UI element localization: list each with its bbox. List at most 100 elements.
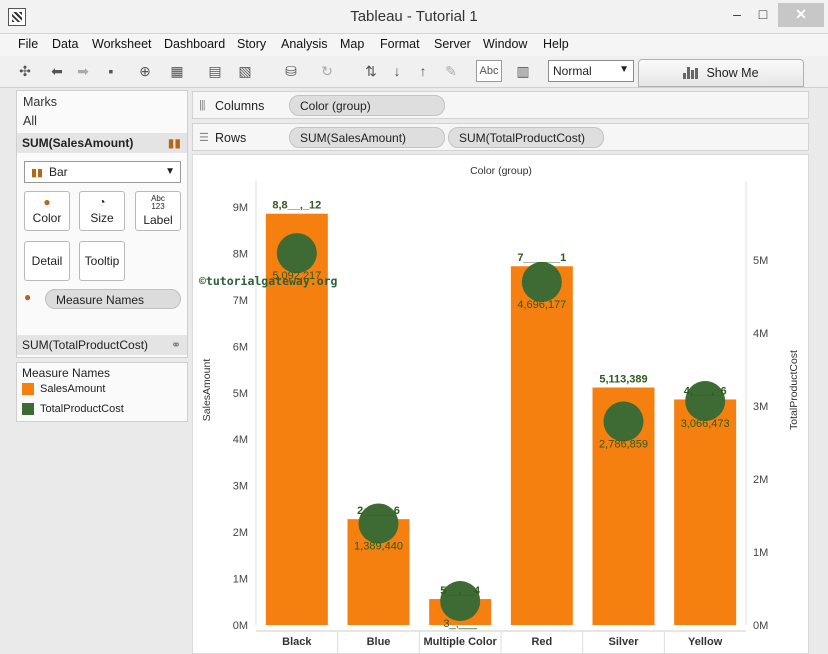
menu-story[interactable]: Story xyxy=(237,37,267,51)
show-me-button[interactable]: Show Me xyxy=(638,59,804,87)
circle-totalproductcost xyxy=(521,262,562,303)
bar-chart-icon xyxy=(683,67,699,79)
menu-file[interactable]: File xyxy=(18,37,39,51)
columns-pill-color-group[interactable]: Color (group) xyxy=(289,95,445,116)
tooltip-card-label: Tooltip xyxy=(84,254,120,268)
chart-area: Color (group) 0M 1M 2M 3M 4M 5M 6M 7M 8M 9M 0M 1M 2M 3… xyxy=(192,154,809,654)
x-tick-label: Silver xyxy=(609,636,640,648)
bar-salesamount xyxy=(265,213,328,625)
pause-updates-icon[interactable]: ⛁ xyxy=(285,62,297,79)
color-palette-icon: ● xyxy=(24,290,32,304)
cost-data-label: 1,389,440 xyxy=(354,541,403,553)
title-bar: Tableau - Tutorial 1 – □ ✕ xyxy=(0,0,828,34)
circle-totalproductcost xyxy=(440,581,481,622)
chart-svg: Color (group) 0M 1M 2M 3M 4M 5M 6M 7M 8M 9M 0M 1M 2M 3… xyxy=(201,165,800,654)
marks-card-cost[interactable]: SUM(TotalProductCost) ⚭ xyxy=(17,335,187,355)
x-tick-label: Black xyxy=(282,636,312,648)
toolbar: ✣ ⬅ ➡ ▪ ⊕ ▦ ▤ ▧ ⛁ ↻ ⇅ ↓ ↑ ✎ Abc ▥ Normal… xyxy=(0,56,828,88)
minimize-button[interactable]: – xyxy=(733,6,741,22)
tooltip-card[interactable]: Tooltip xyxy=(79,241,125,281)
detail-card[interactable]: Detail xyxy=(24,241,70,281)
label-card-label: Label xyxy=(143,213,173,227)
mark-type-value: Bar xyxy=(49,165,68,179)
y-tick-label: 0M xyxy=(233,620,248,632)
color-legend: Measure Names SalesAmount TotalProductCo… xyxy=(16,362,188,422)
undo-icon[interactable]: ⬅ xyxy=(51,62,63,79)
watermark: ©tutorialgateway.org xyxy=(199,274,338,288)
refresh-icon[interactable]: ↻ xyxy=(321,62,333,79)
detail-card-label: Detail xyxy=(31,254,63,268)
measure-names-pill[interactable]: Measure Names xyxy=(45,289,181,309)
y-tick-label: 3M xyxy=(233,481,248,493)
fit-select[interactable]: Normal ▼ xyxy=(548,60,634,82)
menu-data[interactable]: Data xyxy=(52,37,79,51)
new-worksheet-icon[interactable]: ▦ xyxy=(170,62,184,79)
legend-item-sales[interactable]: SalesAmount xyxy=(22,383,105,399)
cost-data-label: 2,786,859 xyxy=(599,438,648,450)
x-tick-label: Blue xyxy=(367,636,391,648)
cost-data-label: 3_,___ xyxy=(443,618,478,630)
view-cards-icon[interactable]: ▥ xyxy=(516,62,530,79)
tableau-logo-icon[interactable]: ✣ xyxy=(19,62,31,79)
chevron-down-icon: ▼ xyxy=(165,166,175,177)
new-data-source-icon[interactable]: ⊕ xyxy=(139,62,151,79)
close-button[interactable]: ✕ xyxy=(778,3,824,27)
sales-data-label: 5__,__4 xyxy=(440,585,481,597)
y2-tick-label: 0M xyxy=(753,620,768,632)
color-palette-icon: ● xyxy=(43,195,51,209)
y2-tick-label: 4M xyxy=(753,328,768,340)
bar-mark-icon: ▮▮ xyxy=(31,167,44,179)
menu-dashboard[interactable]: Dashboard xyxy=(164,37,226,51)
y-tick-label: 6M xyxy=(233,341,248,353)
duplicate-sheet-icon[interactable]: ▤ xyxy=(208,62,222,79)
menu-help[interactable]: Help xyxy=(543,37,569,51)
rows-pill-cost[interactable]: SUM(TotalProductCost) xyxy=(448,127,604,148)
bar-chart-icon: ▮▮ xyxy=(167,136,181,150)
cost-data-label: 4,696,177 xyxy=(517,299,566,311)
clear-sheet-icon[interactable]: ▧ xyxy=(238,62,252,79)
menu-worksheet[interactable]: Worksheet xyxy=(92,37,152,51)
circle-totalproductcost xyxy=(603,401,644,442)
marks-all-tab[interactable]: All xyxy=(23,114,37,128)
columns-shelf: ||| Columns Color (group) xyxy=(192,91,809,119)
bar-salesamount xyxy=(510,266,573,625)
y-axis-title: SalesAmount xyxy=(201,359,213,422)
legend-title: Measure Names xyxy=(22,366,111,380)
menu-format[interactable]: Format xyxy=(380,37,420,51)
menu-bar: File Data Worksheet Dashboard Story Anal… xyxy=(0,34,828,56)
y-tick-label: 7M xyxy=(233,295,248,307)
save-icon[interactable]: ▪ xyxy=(108,63,114,79)
y2-tick-label: 3M xyxy=(753,401,768,413)
marks-pane: Marks All SUM(SalesAmount) ▮▮ ▮▮ Bar ▼ ●… xyxy=(16,90,188,358)
label-text-icon: Abc 123 xyxy=(151,194,165,211)
swap-icon[interactable]: ⇅ xyxy=(365,62,377,79)
circle-totalproductcost xyxy=(685,381,726,422)
maximize-button[interactable]: □ xyxy=(758,6,768,22)
size-icon: ◔ xyxy=(98,195,106,209)
show-mark-labels-button[interactable]: Abc xyxy=(476,60,502,82)
sales-data-label: 4,___,_6 xyxy=(684,385,727,397)
mark-type-select[interactable]: ▮▮ Bar ▼ xyxy=(24,161,181,183)
legend-item-label: SalesAmount xyxy=(40,383,106,395)
menu-server[interactable]: Server xyxy=(434,37,471,51)
legend-swatch xyxy=(22,403,34,416)
marks-card-sales[interactable]: SUM(SalesAmount) ▮▮ xyxy=(17,133,187,153)
legend-item-label: TotalProductCost xyxy=(40,403,124,415)
label-card[interactable]: Abc 123 Label xyxy=(135,191,181,231)
marks-card-sales-label: SUM(SalesAmount) xyxy=(22,136,134,150)
rows-pill-sales[interactable]: SUM(SalesAmount) xyxy=(289,127,445,148)
menu-map[interactable]: Map xyxy=(340,37,365,51)
color-card-label: Color xyxy=(32,211,62,225)
menu-analysis[interactable]: Analysis xyxy=(281,37,328,51)
highlight-icon[interactable]: ✎ xyxy=(445,62,457,79)
size-card[interactable]: ◔ Size xyxy=(79,191,125,231)
sort-descending-icon[interactable]: ↑ xyxy=(419,63,427,79)
redo-icon[interactable]: ➡ xyxy=(77,62,89,79)
color-card[interactable]: ● Color xyxy=(24,191,70,231)
y-tick-label: 8M xyxy=(233,248,248,260)
legend-item-cost[interactable]: TotalProductCost xyxy=(22,403,124,419)
menu-window[interactable]: Window xyxy=(483,37,528,51)
sort-ascending-icon[interactable]: ↓ xyxy=(393,63,401,79)
x-tick-label: Multiple Color xyxy=(424,636,498,648)
legend-swatch xyxy=(22,383,34,396)
